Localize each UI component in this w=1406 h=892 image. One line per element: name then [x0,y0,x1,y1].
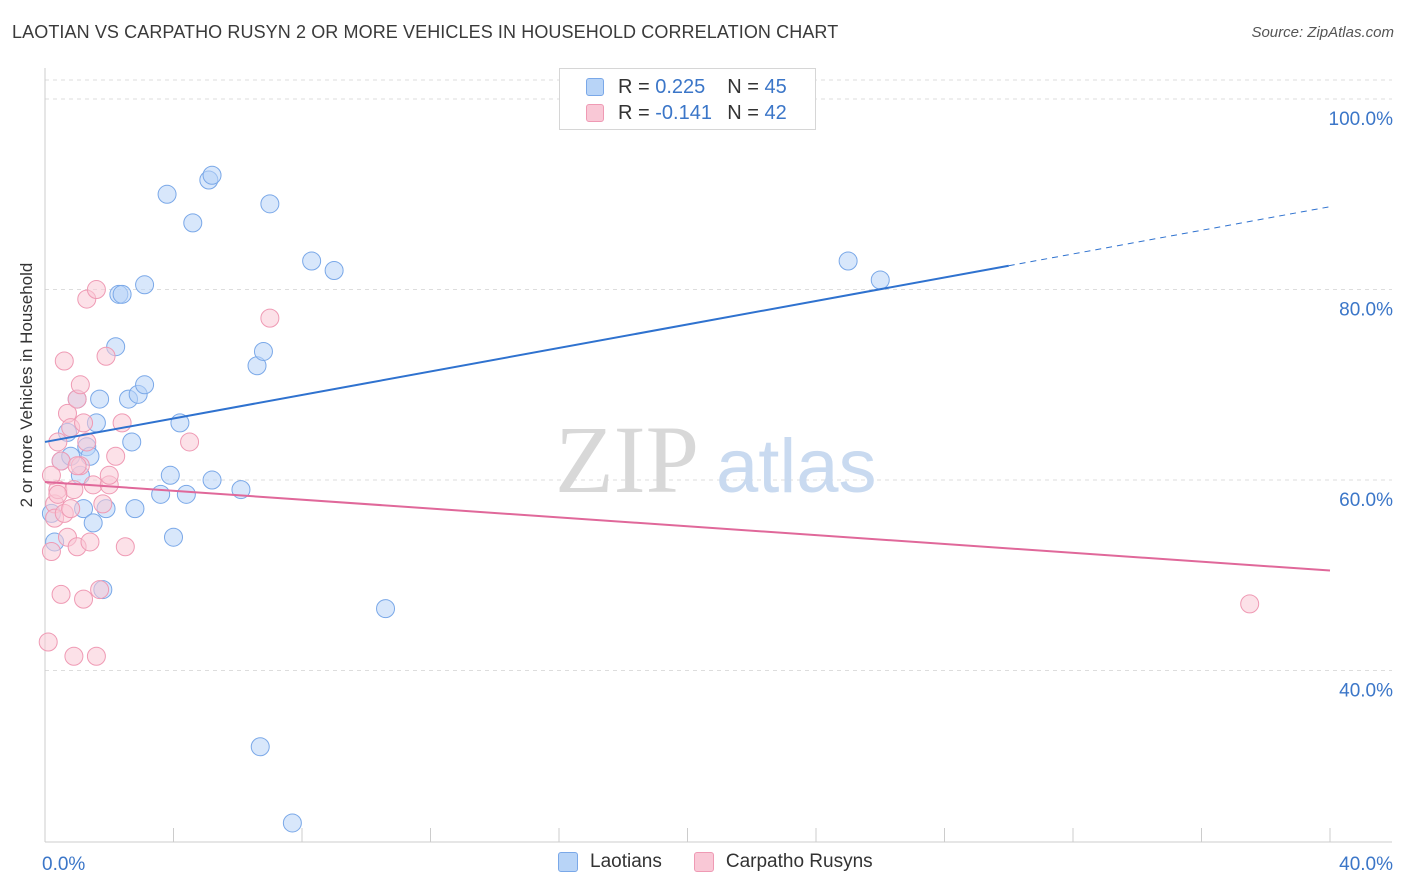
laotian-point [870,270,890,290]
axis-layer [44,68,1392,843]
rusyn-point [99,465,119,485]
rusyns-r-value: -0.141 [655,101,712,124]
rusyns-swatch [586,104,604,122]
rusyn-point [1240,594,1260,614]
n-label: N = [727,101,759,124]
laotian-point [282,813,302,833]
x-tick-label: 40.0% [1339,854,1393,875]
rusyn-point [180,432,200,452]
r-label: R = [618,101,650,124]
laotian-point [183,213,203,233]
y-tick-label: 40.0% [1339,681,1393,702]
rusyns-legend-label: Carpatho Rusyns [725,851,873,872]
laotians-swatch [586,78,604,96]
rusyn-point [86,646,106,666]
rusyn-point [96,346,116,366]
rusyn-point [74,413,94,433]
y-axis-label: 2 or more Vehicles in Household [17,262,36,508]
r-label: R = [618,75,650,98]
rusyn-point [64,646,84,666]
rusyn-point [41,465,61,485]
y-tick-label: 60.0% [1339,490,1393,511]
rusyn-point [77,432,97,452]
laotian-point [160,465,180,485]
laotian-trend-extension [1008,206,1331,267]
rusyn-point [61,499,81,519]
legend-row-rusyns: R = -0.141 N = 42 [586,100,787,126]
rusyn-point [260,308,280,328]
laotian-point [135,375,155,395]
laotian-point [302,251,322,271]
rusyn-trend-line [44,480,1331,572]
watermark: ZIP atlas [555,406,877,513]
source-label: Source: ZipAtlas.com [1251,24,1394,41]
laotian-point [376,599,396,619]
laotian-point [135,275,155,295]
rusyn-point [48,484,68,504]
rusyn-point [51,584,71,604]
points-layer [38,165,1260,833]
laotians-n-value: 45 [764,75,787,98]
correlation-legend: R = 0.225 N = 45 R = -0.141 N = 42 [559,68,816,130]
rusyn-point [93,494,113,514]
rusyn-point [90,580,110,600]
laotians-r-value: 0.225 [655,75,706,98]
laotian-point [112,284,132,304]
rusyn-point [70,375,90,395]
y-tick-label: 100.0% [1329,109,1394,130]
chart-title: LAOTIAN VS CARPATHO RUSYN 2 OR MORE VEHI… [12,22,839,42]
rusyn-point [106,446,126,466]
y-axis-label-wrap: 2 or more Vehicles in Household [12,110,42,660]
laotian-point [164,527,183,547]
legend-item-laotians: Laotians [558,851,662,873]
laotians-legend-swatch [558,852,578,872]
laotian-point [157,184,177,204]
rusyn-point [86,280,106,300]
laotian-point [260,194,280,214]
laotian-point [324,261,344,280]
laotian-trend-line [44,264,1009,443]
n-label: N = [727,75,759,98]
rusyns-n-value: 42 [764,101,787,124]
watermark-atlas: atlas [716,424,877,509]
laotian-point [83,513,103,533]
laotians-legend-label: Laotians [590,851,662,872]
laotian-point [125,499,145,519]
rusyn-point [115,537,135,557]
rusyns-legend-swatch [693,852,714,872]
legend-item-rusyns: Carpatho Rusyns [693,851,873,873]
rusyn-point [67,456,87,476]
rusyn-point [38,632,58,652]
laotian-point [122,432,142,452]
rusyn-point [80,532,100,552]
rusyn-point [74,589,94,609]
series-legend: Laotians Carpatho Rusyns [558,851,905,873]
rusyn-point [48,432,68,452]
laotian-point [151,484,171,504]
x-tick-label: 0.0% [42,854,85,875]
grid-layer [45,79,1392,672]
legend-row-laotians: R = 0.225 N = 45 [586,74,787,100]
laotian-point [202,165,222,185]
watermark-zip: ZIP [555,406,699,513]
laotian-point [176,484,196,504]
laotian-point [231,480,251,500]
y-tick-label: 80.0% [1339,300,1393,321]
laotian-point [90,389,110,409]
laotian-point [202,470,222,490]
tick-labels: 40.0% 60.0% 80.0% 100.0% 0.0% 40.0% [42,109,1393,875]
laotian-point [838,251,858,271]
laotian-point [253,341,273,361]
rusyn-point [54,351,74,371]
laotian-point [250,737,270,757]
rusyn-point [41,541,61,561]
trend-layer [44,206,1331,572]
